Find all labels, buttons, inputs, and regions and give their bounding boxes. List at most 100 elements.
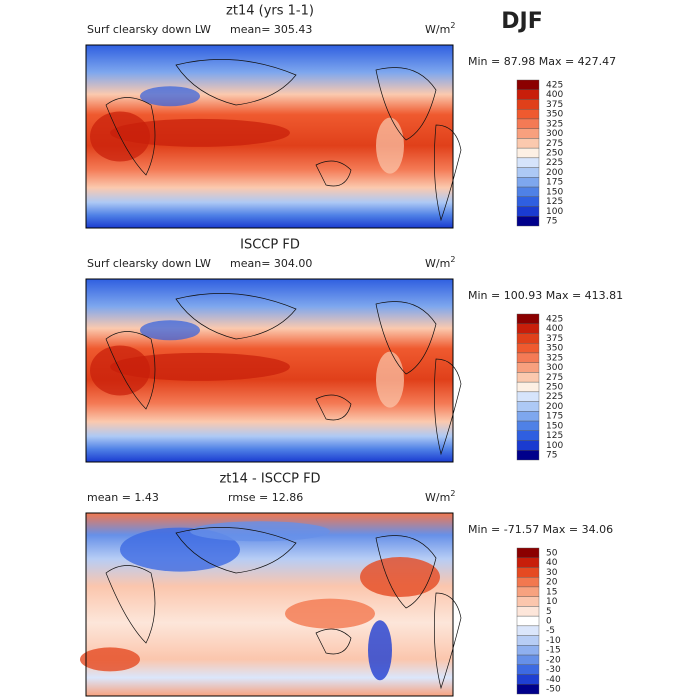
colorbar-label: 275	[546, 139, 563, 149]
colorbar-box	[516, 664, 540, 675]
colorbar-label: 400	[546, 324, 563, 334]
colorbar-label: 175	[546, 178, 563, 188]
colorbar-label: 350	[546, 344, 563, 354]
colorbar-box	[516, 138, 540, 149]
colorbar-box	[516, 323, 540, 334]
min-max-label: Min = 100.93 Max = 413.81	[468, 289, 623, 302]
colorbar-label: 225	[546, 392, 563, 402]
colorbar-label: 250	[546, 149, 563, 159]
colorbar-box	[516, 577, 540, 588]
colorbar-box	[516, 196, 540, 207]
colorbar-label: 425	[546, 314, 563, 324]
stat-label: rmse = 12.86	[228, 491, 303, 504]
colorbar-label: -10	[546, 636, 561, 646]
coastline	[375, 301, 437, 375]
colorbar-box	[516, 108, 540, 120]
units-label: W/m2	[425, 489, 455, 505]
coastline	[434, 124, 462, 222]
colorbar-box	[516, 557, 540, 568]
map-frame	[85, 278, 454, 463]
colorbar-box	[516, 401, 540, 412]
colorbar-box	[516, 128, 540, 139]
colorbar-box	[516, 333, 540, 344]
colorbar-label: -40	[546, 675, 561, 685]
colorbar-label: 30	[546, 568, 558, 578]
colorbar-box	[516, 186, 540, 197]
colorbar-box	[516, 391, 540, 402]
coastline	[105, 97, 156, 176]
map-anomaly	[120, 527, 240, 572]
colorbar-label: 10	[546, 597, 558, 607]
coastline	[375, 535, 437, 609]
coastline	[175, 59, 297, 106]
colorbar-label: 15	[546, 587, 557, 597]
colorbar-box	[516, 450, 540, 461]
map-anomaly	[285, 598, 375, 629]
colorbar-label: -5	[546, 626, 555, 636]
coastline	[434, 358, 462, 456]
colorbar-box	[516, 118, 540, 129]
field-label: Surf clearsky down LW	[87, 257, 211, 270]
colorbar-box	[516, 547, 540, 558]
panel-title: ISCCP FD	[240, 238, 300, 253]
colorbar-box	[516, 362, 540, 373]
colorbar-box	[516, 420, 540, 432]
map-anomaly	[360, 557, 440, 598]
panel-title: zt14 (yrs 1-1)	[226, 4, 314, 19]
colorbar-label: 200	[546, 168, 563, 178]
colorbar-box	[516, 411, 540, 422]
colorbar-label: 350	[546, 110, 563, 120]
field-label: Surf clearsky down LW	[87, 23, 211, 36]
colorbar-box	[516, 352, 540, 363]
coastline	[315, 160, 352, 187]
colorbar-box	[516, 684, 540, 695]
colorbar-label: 100	[546, 441, 563, 451]
colorbar-box	[516, 216, 540, 227]
map-feature	[140, 86, 200, 107]
colorbar-box	[516, 343, 540, 354]
coastline	[315, 628, 352, 655]
colorbar-box	[516, 645, 540, 656]
colorbar-label: 125	[546, 431, 563, 441]
colorbar-label: 150	[546, 421, 563, 431]
colorbar-box	[516, 654, 540, 665]
colorbar-box	[516, 625, 540, 636]
units-label: W/m2	[425, 21, 455, 37]
coastline	[175, 293, 297, 340]
min-max-label: Min = -71.57 Max = 34.06	[468, 523, 613, 536]
map-feature	[376, 351, 404, 408]
colorbar-label: 425	[546, 80, 563, 90]
colorbar-box	[516, 167, 540, 178]
coastline	[375, 67, 437, 141]
colorbar-label: 150	[546, 187, 563, 197]
colorbar-box	[516, 177, 540, 188]
colorbar-box	[516, 606, 540, 617]
colorbar-box	[516, 674, 540, 685]
colorbar-box	[516, 615, 540, 627]
colorbar-box	[516, 430, 540, 441]
colorbar-label: 5	[546, 607, 552, 617]
stat-label: mean= 305.43	[230, 23, 312, 36]
map-feature	[140, 320, 200, 341]
colorbar-label: -20	[546, 655, 561, 665]
colorbar-label: 250	[546, 383, 563, 393]
colorbar-label: 225	[546, 158, 563, 168]
units-label: W/m2	[425, 255, 455, 271]
stat-label: mean= 304.00	[230, 257, 312, 270]
colorbar-label: 100	[546, 207, 563, 217]
map-anomaly	[368, 620, 392, 681]
map-frame	[85, 44, 454, 229]
colorbar-label: -15	[546, 646, 561, 656]
min-max-label: Min = 87.98 Max = 427.47	[468, 55, 616, 68]
colorbar-label: 400	[546, 90, 563, 100]
colorbar-box	[516, 157, 540, 168]
colorbar-label: 0	[546, 617, 552, 627]
colorbar-box	[516, 79, 540, 90]
colorbar-box	[516, 635, 540, 646]
map-anomaly	[80, 647, 140, 672]
colorbar-box	[516, 313, 540, 324]
colorbar-label: 300	[546, 363, 563, 373]
colorbar-box	[516, 89, 540, 100]
coastline	[315, 394, 352, 421]
